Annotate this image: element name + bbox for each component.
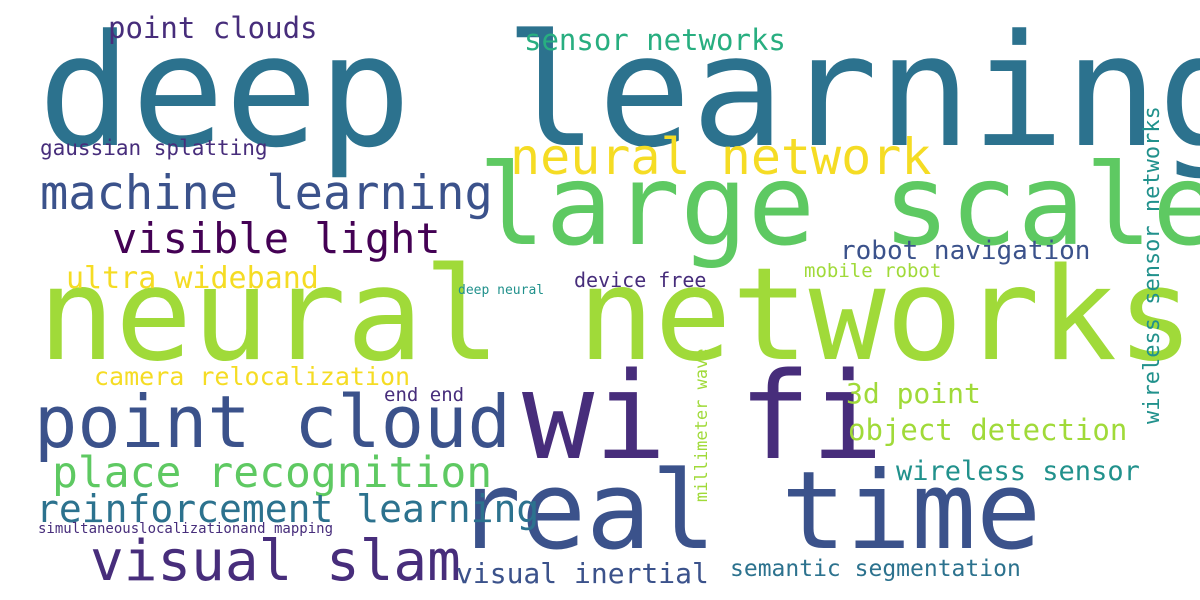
word-wireless-sensor-networks: wireless sensor networks [1140,106,1165,424]
word-visual-slam: visual slam [90,529,461,594]
word-deep-neural: deep neural [458,283,545,298]
word-machine-learning: machine learning [40,166,493,221]
word-real-time: real time [456,449,1042,574]
word-object-detection: object detection [848,413,1128,447]
word-deep-learning: deep learning [38,1,1200,182]
word-neural-network: neural network [510,128,932,186]
word-point-clouds: point clouds [108,11,318,45]
word-ultra-wideband: ultra wideband [66,261,319,296]
word-sensor-networks: sensor networks [524,23,786,57]
word-neural-networks: neural networks [38,241,1194,390]
word-large-scale: large scale [478,141,1200,271]
word-3d-point: 3d point [846,377,981,410]
word-millimeter-wave: millimeter wave [692,348,712,502]
word-place-recognition: place recognition [52,448,493,498]
word-simultaneous-localization-and-mapping: simultaneouslocalizationand mapping [38,521,334,537]
word-wi-fi: wi fi [522,348,884,487]
word-gaussian-splatting: gaussian splatting [40,136,268,160]
word-wireless-sensor: wireless sensor [896,456,1140,487]
word-semantic-segmentation: semantic segmentation [730,556,1021,582]
word-visible-light: visible light [112,214,441,263]
word-reinforcement-learning: reinforcement learning [36,487,540,531]
word-camera-relocalization: camera relocalization [94,362,411,391]
word-device-free: device free [574,268,707,292]
word-robot-navigation: robot navigation [840,236,1091,266]
word-point-cloud: point cloud [34,380,511,464]
word-mobile-robot: mobile robot [804,260,942,282]
word-visual-inertial: visual inertial [456,557,709,590]
word-end-end: end end [384,384,465,406]
